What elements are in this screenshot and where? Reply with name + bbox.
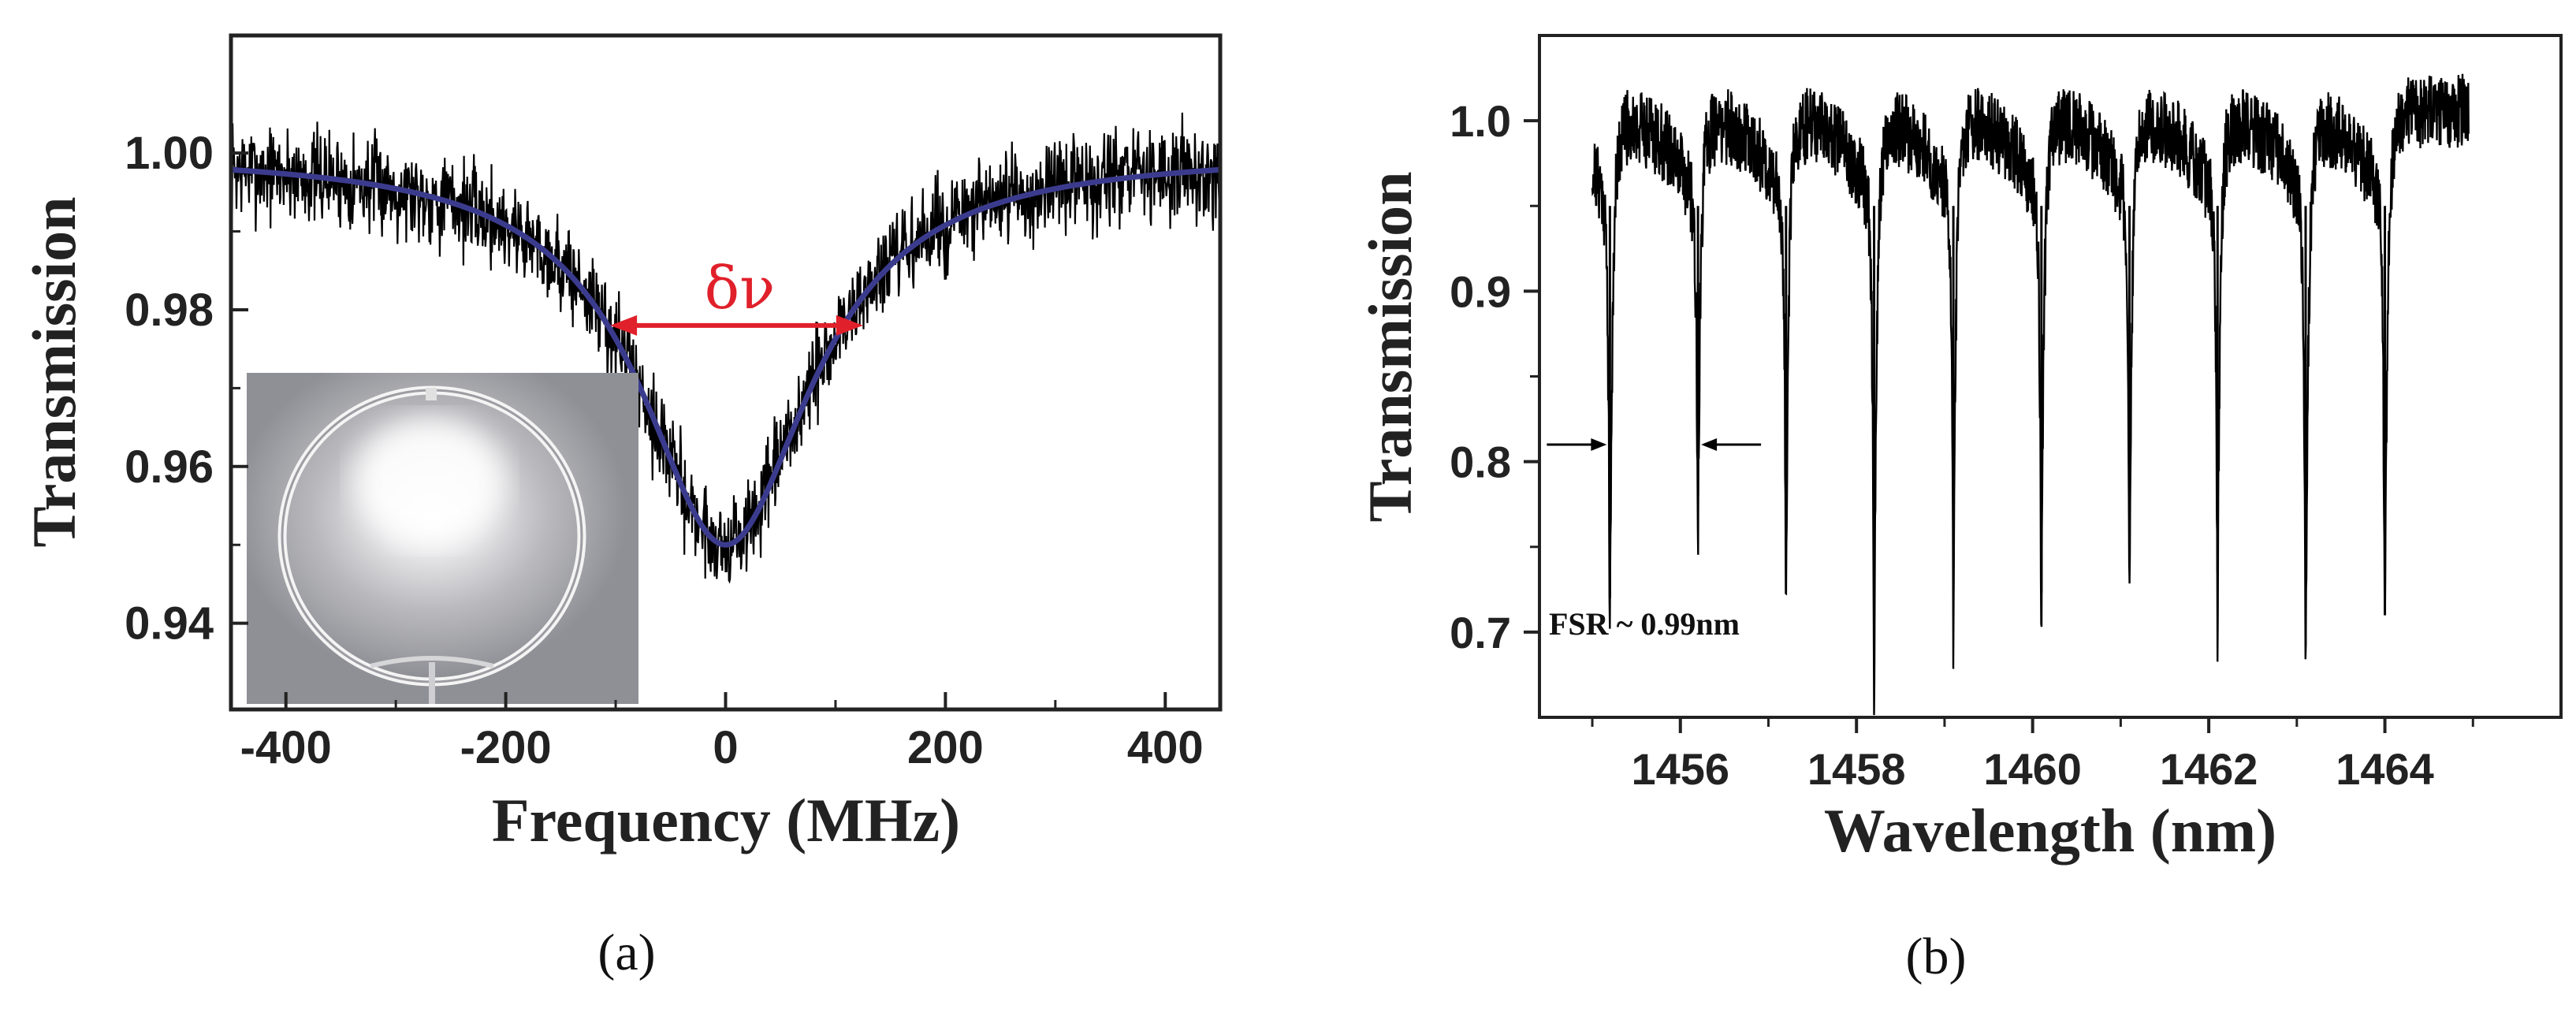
x-tick-label-a: -200 [460, 722, 552, 773]
linewidth-label: δν [705, 255, 776, 322]
y-axis-title-b: Transmission [1356, 172, 1424, 523]
x-tick-label-b: 1460 [1983, 744, 2082, 794]
panel-label-a: (a) [597, 924, 655, 981]
x-tick-label-a: 200 [907, 722, 984, 773]
panel-a: δν -400 -200 0 200 400 0.94 0.96 0.98 1.00 Frequ… [20, 33, 1223, 981]
inset-microring-photo [247, 373, 638, 704]
transmission-trace-b [1591, 73, 2470, 716]
x-axis-title-a: Frequency (MHz) [492, 786, 960, 854]
axis-ticks-b: 1456 1458 1460 1462 1464 0.7 0.8 0.9 1.0 [1450, 96, 2474, 794]
y-tick-label-b: 0.8 [1450, 437, 1511, 487]
fsr-annotation: FSR ~ 0.99nm [1547, 438, 1762, 642]
x-tick-label-b: 1458 [1807, 744, 1906, 794]
x-tick-label-b: 1456 [1631, 744, 1729, 794]
x-axis-title-b: Wavelength (nm) [1824, 796, 2276, 865]
arrowhead-left [610, 315, 638, 336]
x-tick-label-a: 0 [713, 722, 738, 773]
linewidth-annotation: δν [610, 255, 863, 336]
y-tick-label-a: 0.98 [125, 285, 214, 336]
fsr-arrowhead-right [1701, 438, 1718, 451]
fsr-label: FSR ~ 0.99nm [1549, 606, 1740, 642]
panel-label-b: (b) [1906, 928, 1967, 985]
y-tick-label-b: 0.9 [1450, 266, 1511, 316]
y-tick-label-a: 0.96 [125, 441, 214, 493]
x-tick-label-a: -400 [240, 722, 332, 773]
lorentzian-fit-line [231, 166, 1220, 548]
x-tick-label-b: 1462 [2160, 744, 2258, 794]
x-tick-label-b: 1464 [2336, 744, 2434, 794]
axis-ticks-a: -400 -200 0 200 400 0.94 0.96 0.98 1.00 [125, 128, 1204, 773]
y-tick-label-a: 0.94 [125, 598, 214, 650]
transmission-series-b [1591, 73, 2470, 716]
y-tick-label-a: 1.00 [125, 128, 214, 179]
panel-b: FSR ~ 0.99nm 1456 1458 1460 1462 1464 0.7 0.8 0… [1356, 34, 2563, 985]
y-tick-label-b: 0.7 [1450, 608, 1511, 657]
y-tick-label-b: 1.0 [1450, 96, 1511, 146]
arrowhead-right [836, 315, 863, 336]
y-axis-title-a: Transmission [20, 197, 88, 548]
x-tick-label-a: 400 [1127, 722, 1204, 773]
fsr-arrowhead-left [1591, 438, 1607, 451]
